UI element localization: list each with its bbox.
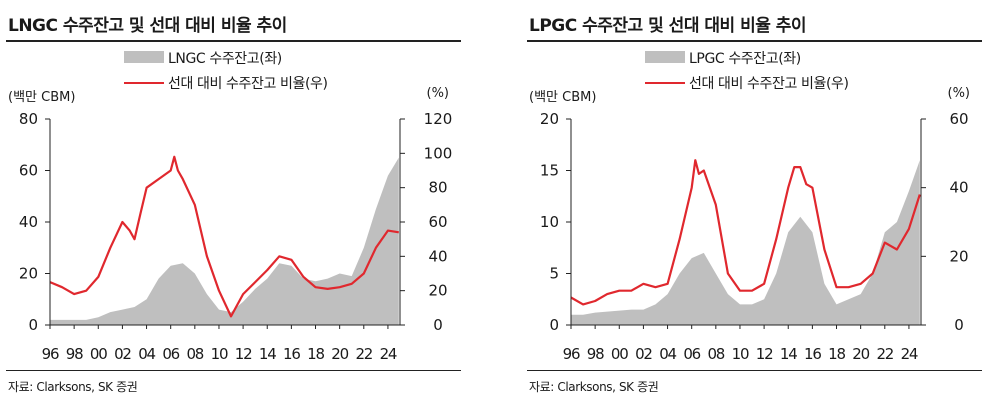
lngc-x-tick-label: 16	[283, 345, 300, 363]
lpgc-x-tick-label: 14	[780, 345, 797, 363]
lngc-right-tick-label: 40	[428, 247, 447, 265]
lngc-right-tick-label: 80	[428, 179, 447, 197]
lpgc-left-tick-label: 5	[549, 265, 559, 283]
lngc-legend-area-label: LNGC 수주잔고(좌)	[168, 51, 282, 67]
lpgc-left-axis-unit: (백만 CBM)	[529, 90, 597, 105]
lngc-x-tick-label: 20	[331, 345, 348, 363]
lngc-x-tick-label: 10	[211, 345, 228, 363]
lngc-left-axis-unit: (백만 CBM)	[8, 90, 76, 105]
lpgc-orderbook-area	[571, 160, 920, 325]
lngc-right-tick-label: 60	[428, 213, 447, 231]
lngc-x-tick-label: 00	[90, 345, 107, 363]
lpgc-left-tick-label: 0	[549, 316, 559, 334]
lpgc-x-tick-label: 24	[901, 345, 918, 363]
lpgc-x-tick-label: 20	[852, 345, 869, 363]
lpgc-x-tick-label: 22	[876, 345, 893, 363]
lpgc-left-tick-label: 20	[540, 110, 559, 128]
lpgc-x-tick-label: 98	[587, 345, 604, 363]
lngc-x-tick-label: 14	[259, 345, 276, 363]
lpgc-title-bar: LPGC 수주잔고 및 선대 대비 비율 추이	[527, 2, 982, 42]
lpgc-right-tick-label: 40	[949, 179, 968, 197]
lpgc-x-tick-label: 10	[732, 345, 749, 363]
lngc-right-tick-label: 120	[424, 110, 453, 128]
lngc-source-note: 자료: Clarksons, SK 증권	[8, 380, 138, 394]
lngc-chart-title: LNGC 수주잔고 및 선대 대비 비율 추이	[8, 16, 287, 36]
lngc-x-tick-label: 24	[380, 345, 397, 363]
lngc-left-tick-label: 60	[19, 162, 38, 180]
lpgc-chart-title: LPGC 수주잔고 및 선대 대비 비율 추이	[529, 16, 807, 36]
lpgc-legend-line-label: 선대 대비 수주잔고 비율(우)	[689, 76, 849, 92]
lngc-right-axis-unit: (%)	[426, 86, 450, 101]
lpgc-right-tick-label: 0	[954, 316, 964, 334]
lngc-ratio-line	[49, 155, 399, 318]
lngc-x-tick-label: 04	[138, 345, 155, 363]
lngc-legend-area-swatch	[124, 51, 164, 63]
lpgc-chart-plot: 0 5 10 15 20 0 20 40 60 96 98 00 02 04 06 08 10 12 14 16 18 2…	[540, 110, 969, 363]
lpgc-x-tick-label: 06	[683, 345, 700, 363]
lngc-x-tick-label: 02	[114, 345, 131, 363]
lngc-left-tick-label: 40	[19, 213, 38, 231]
lpgc-left-tick-label: 15	[540, 162, 559, 180]
lpgc-x-tick-label: 02	[635, 345, 652, 363]
lngc-right-tick-label: 0	[433, 316, 443, 334]
lngc-right-tick-label: 20	[428, 282, 447, 300]
lpgc-x-tick-label: 00	[611, 345, 628, 363]
lngc-x-tick-label: 98	[66, 345, 83, 363]
lngc-source-divider	[6, 370, 461, 371]
lpgc-right-axis-unit: (%)	[947, 86, 971, 101]
lngc-legend-line-label: 선대 대비 수주잔고 비율(우)	[168, 76, 328, 92]
lpgc-right-tick-label: 60	[949, 110, 968, 128]
lpgc-x-tick-label: 08	[707, 345, 724, 363]
lngc-x-tick-label: 18	[307, 345, 324, 363]
lngc-x-tick-label: 06	[162, 345, 179, 363]
lngc-left-tick-label: 0	[28, 316, 38, 334]
lngc-title-bar: LNGC 수주잔고 및 선대 대비 비율 추이	[6, 2, 461, 42]
lpgc-x-tick-label: 04	[659, 345, 676, 363]
lpgc-legend-area-label: LPGC 수주잔고(좌)	[689, 51, 801, 67]
lpgc-source-note: 자료: Clarksons, SK 증권	[529, 380, 659, 394]
lngc-x-tick-label: 12	[235, 345, 252, 363]
lpgc-x-tick-label: 18	[828, 345, 845, 363]
lpgc-chart-panel: LPGC 수주잔고 및 선대 대비 비율 추이 LPGC 수주잔고(좌) 선대 …	[527, 0, 982, 407]
lpgc-legend-line-swatch	[645, 82, 685, 84]
lpgc-x-tick-label: 96	[563, 345, 580, 363]
lngc-chart-plot: 0 20 40 60 80 0 20 40 60 80 100 120 96 98 00 02 04 06 08 10…	[19, 110, 453, 363]
lngc-right-tick-label: 100	[424, 144, 453, 162]
lpgc-legend-area-swatch	[645, 51, 685, 63]
lpgc-left-tick-label: 10	[540, 213, 559, 231]
lpgc-x-tick-label: 16	[804, 345, 821, 363]
lngc-legend-line-swatch	[124, 82, 164, 84]
lpgc-source-divider	[527, 370, 982, 371]
lngc-left-tick-label: 80	[19, 110, 38, 128]
lngc-x-tick-label: 22	[355, 345, 372, 363]
lpgc-right-tick-label: 20	[949, 247, 968, 265]
lngc-x-tick-label: 08	[186, 345, 203, 363]
lngc-left-tick-label: 20	[19, 265, 38, 283]
lngc-chart-panel: LNGC 수주잔고 및 선대 대비 비율 추이 LNGC 수주잔고(좌) 선대 …	[6, 0, 461, 407]
lngc-x-tick-label: 96	[42, 345, 59, 363]
lpgc-x-tick-label: 12	[756, 345, 773, 363]
lpgc-ratio-line	[570, 159, 921, 306]
